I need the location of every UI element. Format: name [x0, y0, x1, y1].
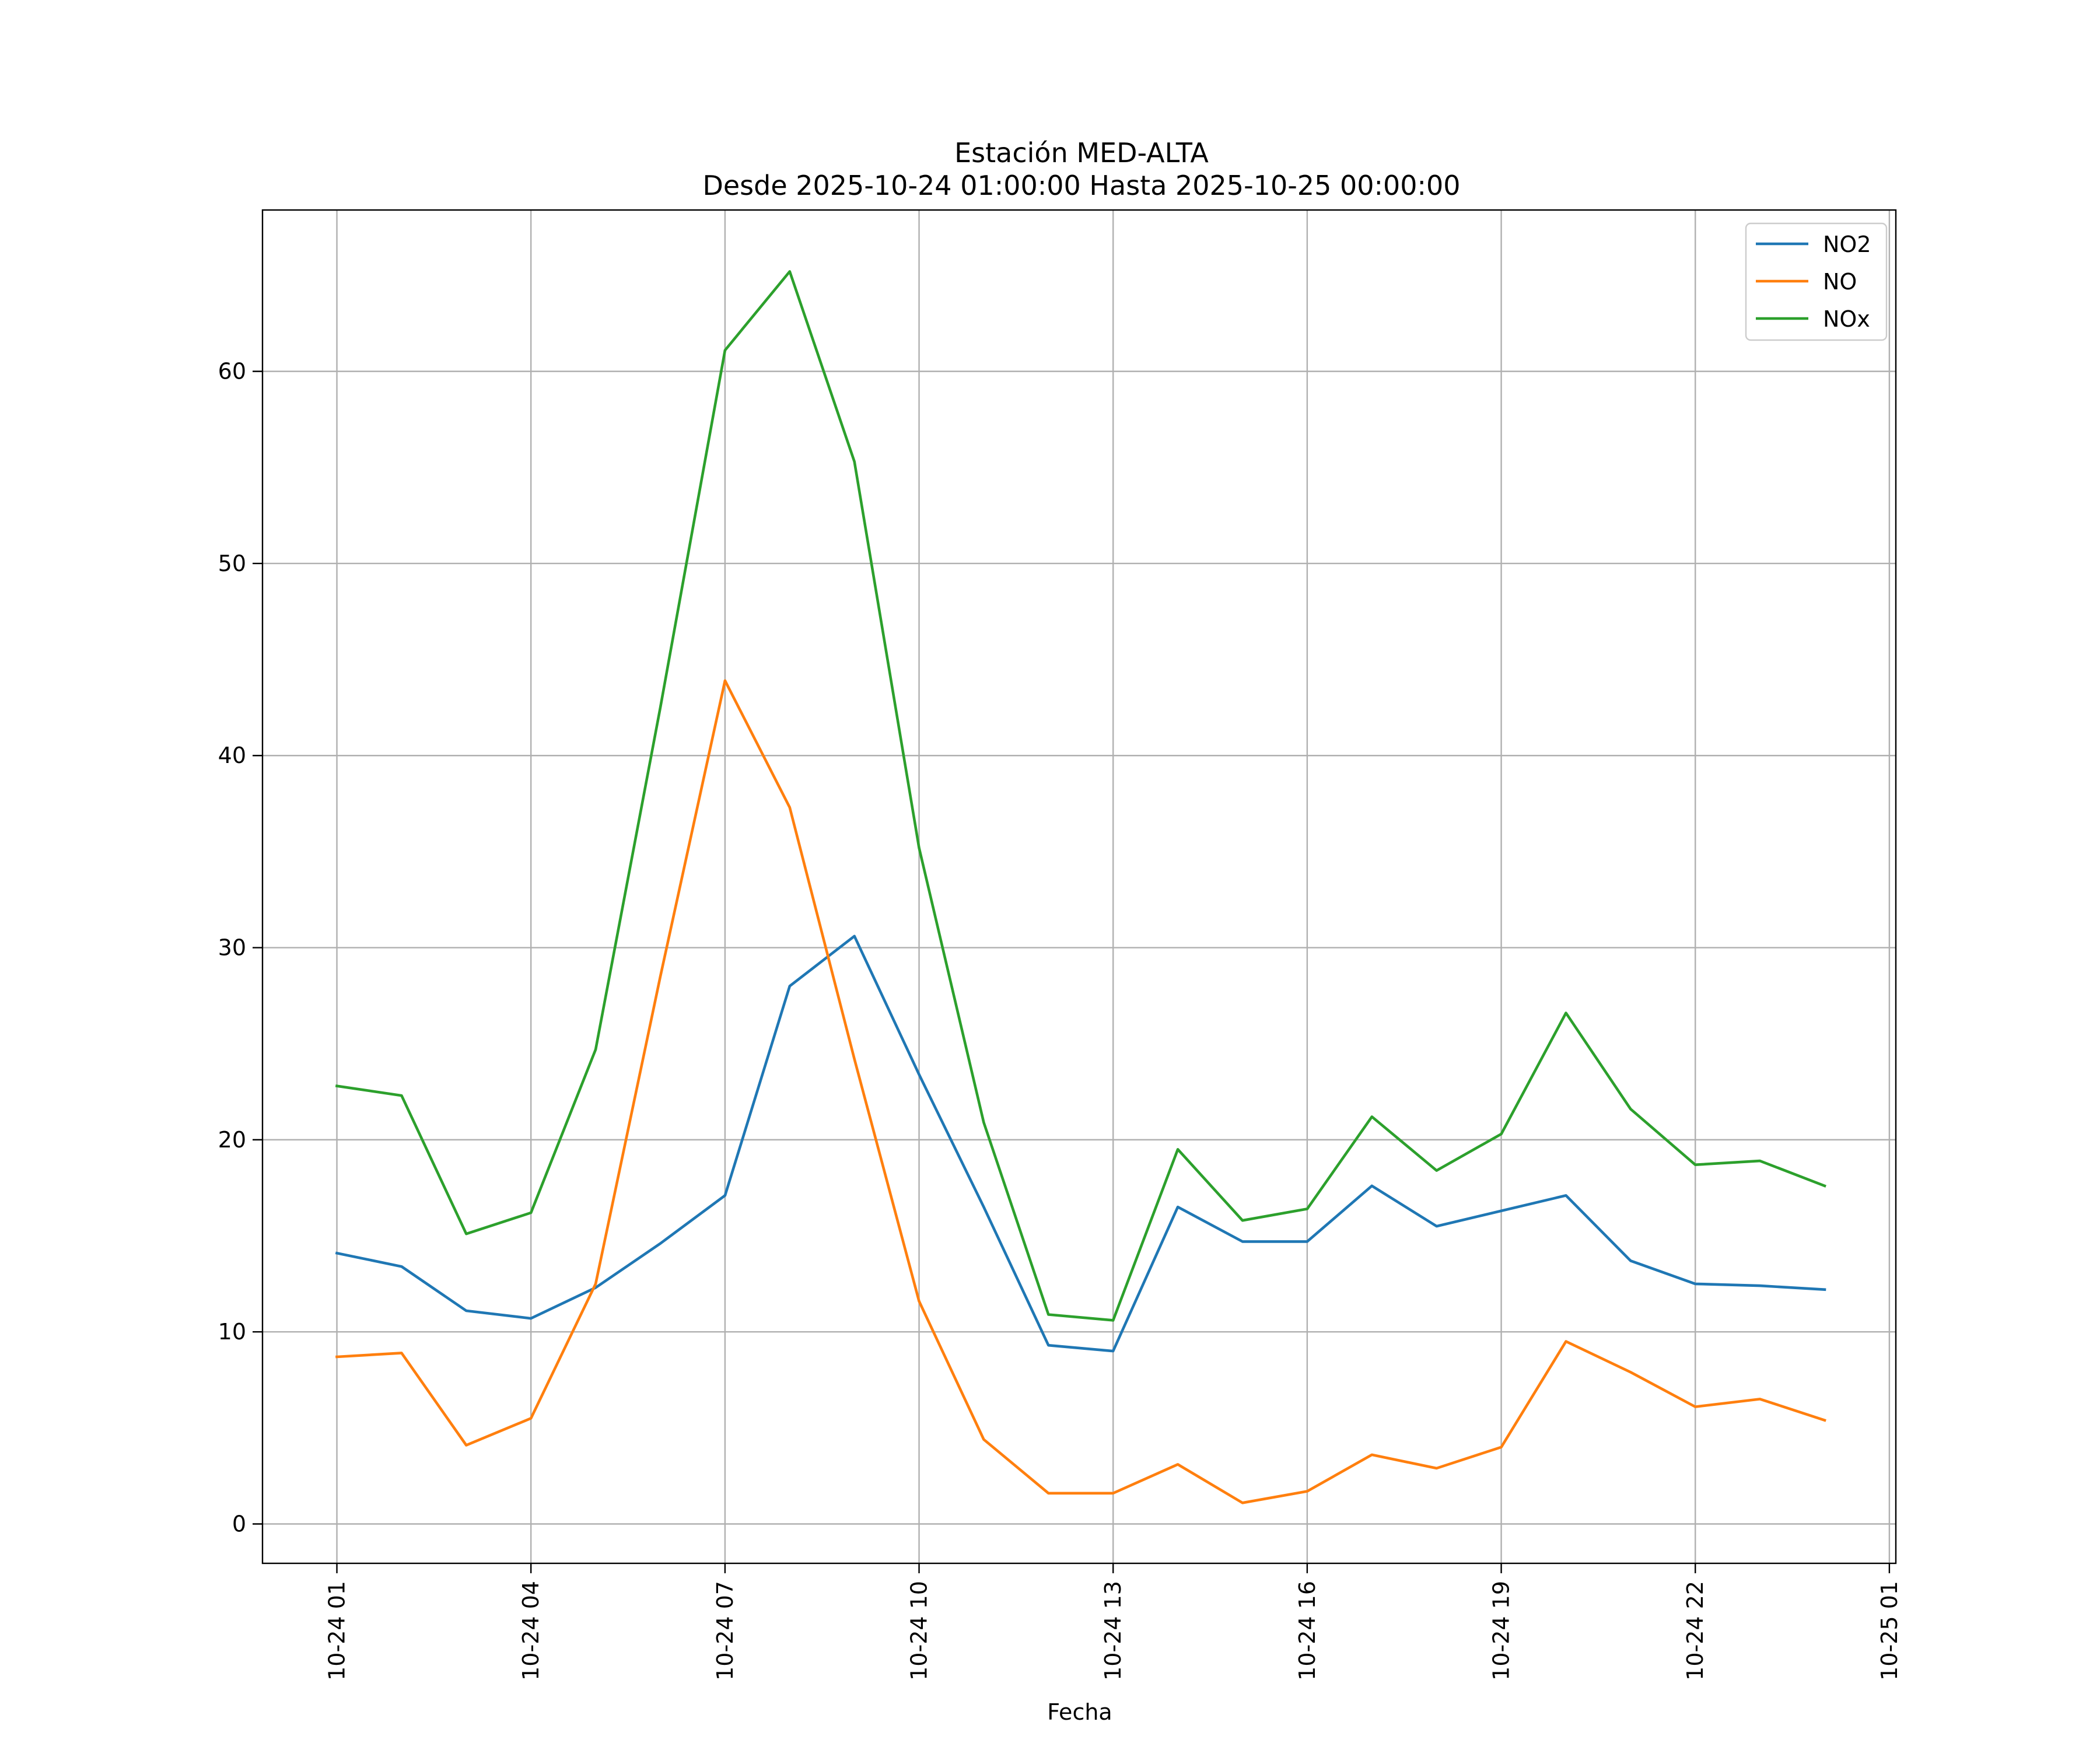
y-tick-label: 40: [218, 743, 246, 768]
y-axis-ticks: 0 10 20 30 40 50 60: [218, 359, 262, 1536]
legend: NO2 NO NOx: [1745, 222, 1888, 341]
y-gridlines: [262, 370, 1896, 1525]
x-tick-label: 10-24 01: [324, 1581, 350, 1681]
legend-label-no: NO: [1823, 269, 1857, 295]
x-tick-label: 10-24 16: [1294, 1581, 1320, 1681]
series-line-no2: [335, 935, 1826, 1353]
y-tick-label: 60: [218, 359, 246, 384]
y-tick-label: 30: [218, 935, 246, 961]
y-tick-label: 20: [218, 1127, 246, 1153]
x-tick-label: 10-25 01: [1877, 1581, 1902, 1681]
x-tick-label: 10-24 04: [518, 1581, 544, 1681]
x-tick-label: 10-24 19: [1489, 1581, 1514, 1681]
chart-title-line1: Estación MED-ALTA: [954, 137, 1209, 169]
y-tick-label: 0: [232, 1511, 246, 1536]
x-tick-label: 10-24 07: [712, 1581, 738, 1681]
x-axis-ticks: 10-24 01 10-24 04 10-24 07 10-24 10 10-24 13…: [324, 1563, 1902, 1681]
series-line-nox: [335, 270, 1826, 1322]
x-tick-label: 10-24 22: [1682, 1581, 1708, 1681]
legend-label-nox: NOx: [1823, 306, 1870, 332]
x-axis-label: Fecha: [1047, 1699, 1112, 1725]
legend-box: [1745, 222, 1888, 341]
x-tick-label: 10-24 13: [1100, 1581, 1126, 1681]
x-gridlines: [336, 210, 1891, 1563]
series-lines: [335, 270, 1826, 1504]
x-tick-label: 10-24 10: [907, 1581, 932, 1681]
y-tick-label: 50: [218, 551, 246, 576]
chart-title-line2: Desde 2025-10-24 01:00:00 Hasta 2025-10-…: [702, 170, 1460, 201]
y-tick-label: 10: [218, 1319, 246, 1345]
plot-frame: [261, 209, 1897, 1564]
legend-label-no2: NO2: [1823, 232, 1871, 257]
series-line-no: [335, 679, 1826, 1504]
